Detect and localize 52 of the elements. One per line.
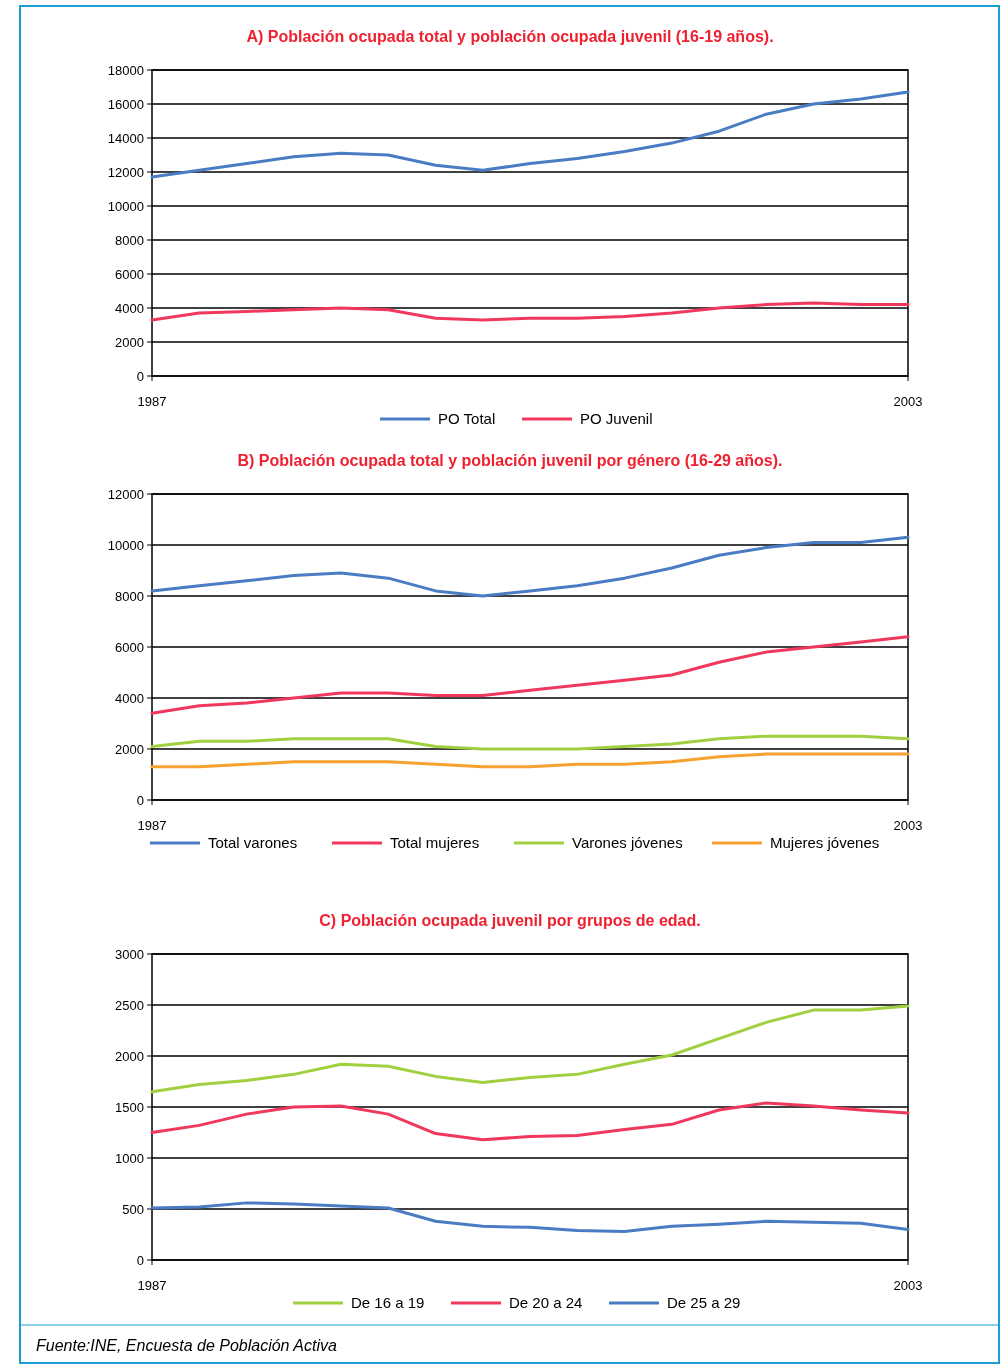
legend-label: PO Total — [438, 410, 496, 428]
y-tick-label: 4000 — [115, 690, 144, 706]
legend-label: Mujeres jóvenes — [770, 834, 880, 852]
y-tick-label: 16000 — [107, 96, 144, 112]
y-tick-label: 6000 — [115, 639, 144, 655]
chart-title: C) Población ocupada juvenil por grupos de edad. — [319, 912, 701, 929]
legend-label: De 25 a 29 — [667, 1294, 741, 1312]
line-series — [150, 1201, 910, 1233]
y-tick-label: 10000 — [107, 537, 144, 553]
y-tick-label: 2000 — [115, 741, 144, 757]
x-tick-label: 2003 — [893, 818, 923, 833]
y-tick-label: 1500 — [115, 1099, 144, 1115]
line-series — [150, 752, 910, 769]
legend-label: De 20 a 24 — [509, 1294, 583, 1312]
y-tick-label: 0 — [136, 368, 144, 384]
line-series — [150, 1004, 910, 1094]
y-tick-label: 18000 — [107, 62, 144, 78]
y-tick-label: 0 — [136, 792, 144, 808]
chart-title: A) Población ocupada total y población ocupada juvenil (16-19 años). — [246, 28, 774, 45]
chart-title: B) Población ocupada total y población juvenil por género (16-29 años). — [237, 452, 783, 469]
y-tick-label: 2000 — [115, 1048, 144, 1064]
x-tick-label: 2003 — [893, 394, 923, 409]
source-note: Fuente:INE, Encuesta de Población Activa — [36, 1337, 338, 1354]
y-tick-label: 6000 — [115, 266, 144, 282]
line-series — [150, 1101, 910, 1142]
legend-label: Total mujeres — [390, 834, 480, 852]
legend-label: PO Juvenil — [580, 410, 653, 428]
line-series — [150, 301, 910, 322]
y-tick-label: 8000 — [115, 232, 144, 248]
x-tick-label: 1987 — [137, 1278, 167, 1293]
legend-label: De 16 a 19 — [351, 1294, 425, 1312]
x-tick-label: 1987 — [137, 394, 167, 409]
x-tick-label: 2003 — [893, 1278, 923, 1293]
y-tick-label: 3000 — [115, 946, 144, 962]
line-series — [150, 535, 910, 598]
y-tick-label: 14000 — [107, 130, 144, 146]
x-tick-label: 1987 — [137, 818, 167, 833]
line-series — [150, 90, 910, 179]
y-tick-label: 0 — [136, 1252, 144, 1268]
line-series — [150, 635, 910, 715]
y-tick-label: 12000 — [107, 486, 144, 502]
line-series — [150, 734, 910, 751]
y-tick-label: 2500 — [115, 997, 144, 1013]
y-tick-label: 500 — [122, 1201, 144, 1217]
legend-label: Total varones — [208, 834, 298, 852]
y-tick-label: 2000 — [115, 334, 144, 350]
y-tick-label: 12000 — [107, 164, 144, 180]
legend-label: Varones jóvenes — [572, 834, 683, 852]
y-tick-label: 4000 — [115, 300, 144, 316]
y-tick-label: 1000 — [115, 1150, 144, 1166]
y-tick-label: 8000 — [115, 588, 144, 604]
y-tick-label: 10000 — [107, 198, 144, 214]
